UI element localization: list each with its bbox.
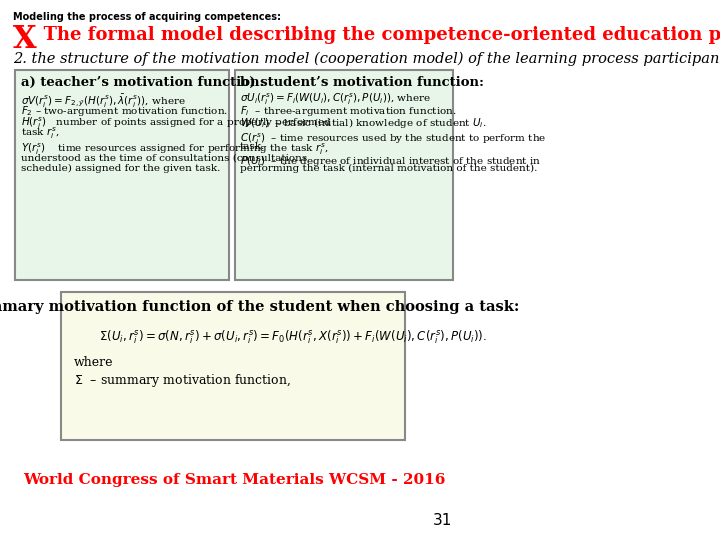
Text: $\Sigma(U_i, r_i^s) = \sigma(N, r_i^s) + \sigma(U_i, r_i^s) = F_0(H(r_i^s, X(r_i: $\Sigma(U_i, r_i^s) = \sigma(N, r_i^s) +… (99, 328, 487, 346)
Text: X: X (13, 24, 37, 55)
Text: where: where (74, 356, 113, 369)
FancyBboxPatch shape (235, 70, 454, 280)
Text: schedule) assigned for the given task.: schedule) assigned for the given task. (20, 164, 220, 173)
Text: 31: 31 (433, 513, 452, 528)
Text: The formal model describing the competence-oriented education process (2): The formal model describing the competen… (30, 26, 720, 44)
Text: $F_i$  – three-argument motivation function.: $F_i$ – three-argument motivation functi… (240, 104, 456, 118)
Text: 2. the structure of the motivation model (cooperation model) of the learning pro: 2. the structure of the motivation model… (13, 52, 720, 66)
Text: $\sigma V(r_i^s) = F_{2,\bar{y}}(H(r_i^s), \bar{\lambda}(r_i^s))$, where: $\sigma V(r_i^s) = F_{2,\bar{y}}(H(r_i^s… (20, 92, 185, 109)
Text: $H(r_i^s)$   number of points assigned for a properly performed: $H(r_i^s)$ number of points assigned for… (20, 116, 331, 131)
Text: World Congress of Smart Materials WCSM - 2016: World Congress of Smart Materials WCSM -… (22, 473, 445, 487)
Text: performing the task (internal motivation of the student).: performing the task (internal motivation… (240, 164, 538, 173)
Text: $\sigma U_i(r_i^s) = F_i(W(U_i), C(r_i^s), P(U_i))$, where: $\sigma U_i(r_i^s) = F_i(W(U_i), C(r_i^s… (240, 92, 431, 107)
Text: $W(U_i)$  – basic (initial) knowledge of student $U_i$.: $W(U_i)$ – basic (initial) knowledge of … (240, 116, 487, 130)
Text: task $r_i^s$,: task $r_i^s$, (20, 126, 59, 141)
Text: c) summary motivation function of the student when choosing a task:: c) summary motivation function of the st… (0, 300, 519, 314)
Text: $P(U_i)$  – the degree of individual interest of the student in: $P(U_i)$ – the degree of individual inte… (240, 154, 541, 168)
Text: b) student’s motivation function:: b) student’s motivation function: (240, 76, 484, 89)
FancyBboxPatch shape (61, 292, 405, 440)
Text: task.: task. (240, 142, 266, 151)
Text: a) teacher’s motivation function:: a) teacher’s motivation function: (20, 76, 264, 89)
Text: $F_2$ – two-argument motivation function.: $F_2$ – two-argument motivation function… (20, 104, 228, 118)
Text: $\Sigma$  – summary motivation function,: $\Sigma$ – summary motivation function, (74, 372, 291, 389)
Text: understood as the time of consultations (consultations: understood as the time of consultations … (20, 154, 307, 163)
Text: $Y(r_i^s)$    time resources assigned for performing the task $r_i^s$,: $Y(r_i^s)$ time resources assigned for p… (20, 142, 328, 157)
Text: Modeling the process of acquiring competences:: Modeling the process of acquiring compet… (13, 12, 281, 22)
Text: $C(r_i^s)$  – time resources used by the student to perform the: $C(r_i^s)$ – time resources used by the … (240, 132, 546, 147)
FancyBboxPatch shape (16, 70, 229, 280)
